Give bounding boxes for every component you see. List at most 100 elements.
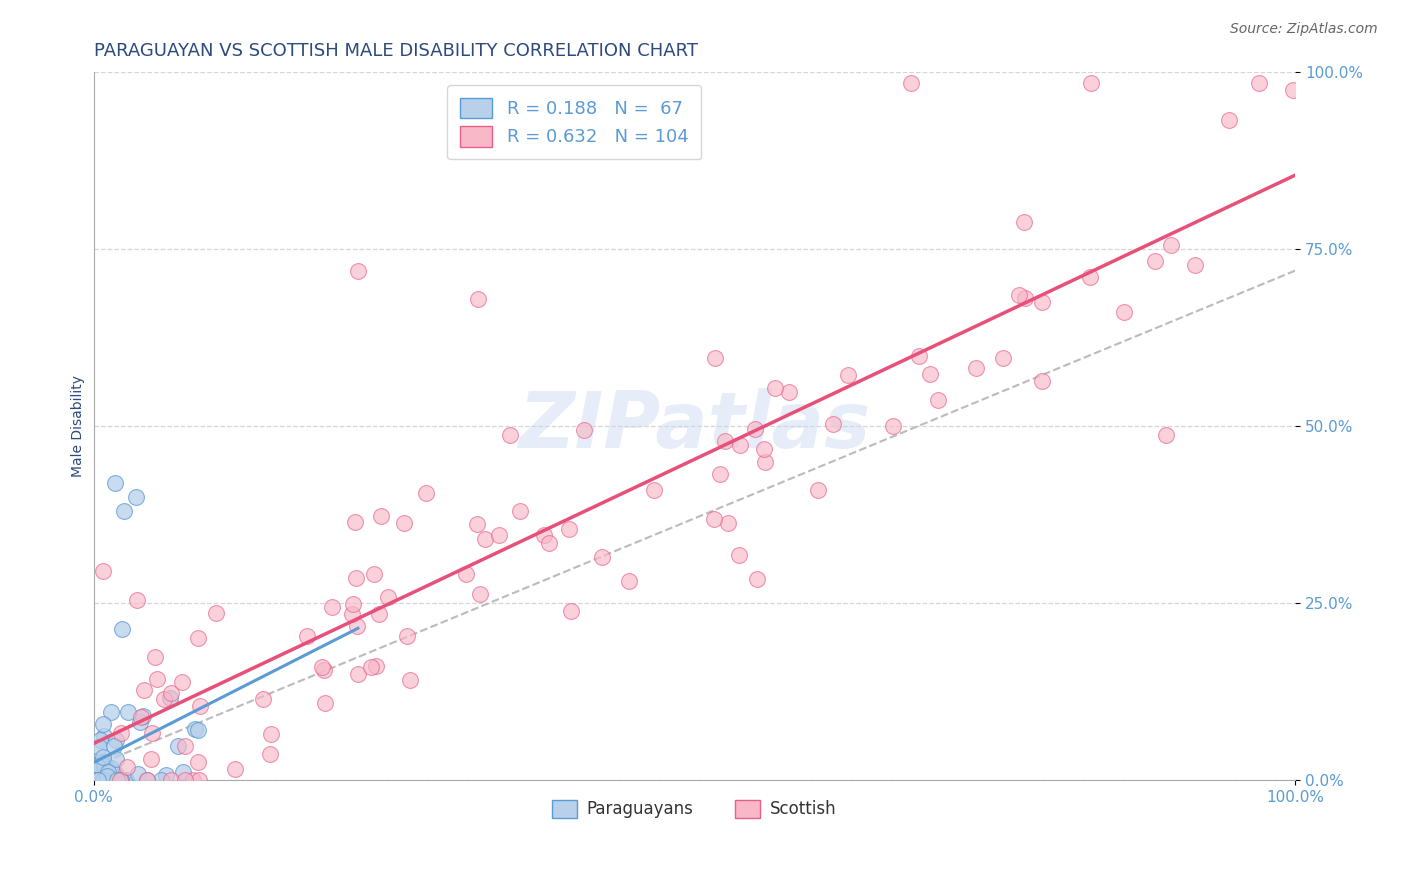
Point [754, 455, 776, 469]
Point [152, 692, 174, 706]
Point [101, 773, 124, 788]
Point [918, 367, 941, 381]
Point [1014, 214, 1036, 228]
Point [132, 682, 155, 697]
Point [1014, 291, 1036, 305]
Point [188, 772, 211, 787]
Point [778, 384, 800, 399]
Text: PARAGUAYAN VS SCOTTISH MALE DISABILITY CORRELATION CHART: PARAGUAYAN VS SCOTTISH MALE DISABILITY C… [94, 42, 697, 60]
Point [94, 759, 117, 773]
Point [124, 490, 146, 504]
Point [187, 723, 209, 738]
Point [89, 773, 111, 788]
Point [752, 442, 775, 456]
Point [342, 598, 364, 612]
Point [558, 522, 581, 536]
Point [346, 666, 368, 681]
Point [104, 766, 127, 780]
Point [342, 607, 364, 622]
Point [908, 349, 931, 363]
Point [174, 739, 197, 753]
Point [1143, 254, 1166, 268]
Point [127, 767, 149, 781]
Point [103, 739, 125, 753]
Point [94, 772, 117, 786]
Point [129, 710, 152, 724]
Point [141, 726, 163, 740]
Point [84, 773, 107, 788]
Point [172, 674, 194, 689]
Point [1031, 374, 1053, 388]
Point [93, 773, 115, 788]
Point [93, 756, 115, 770]
Point [465, 517, 488, 532]
Point [900, 76, 922, 90]
Y-axis label: Male Disability: Male Disability [72, 376, 86, 477]
Point [747, 572, 769, 586]
Point [396, 629, 419, 643]
Text: Source: ZipAtlas.com: Source: ZipAtlas.com [1230, 22, 1378, 37]
Text: ZIPatlas: ZIPatlas [519, 388, 870, 465]
Point [728, 548, 751, 562]
Point [709, 467, 731, 481]
Point [415, 486, 437, 500]
Point [1282, 83, 1305, 97]
Point [104, 475, 127, 490]
Point [187, 755, 209, 769]
Point [93, 750, 115, 764]
Point [703, 351, 725, 366]
Point [1031, 295, 1053, 310]
Point [467, 292, 489, 306]
Point [159, 685, 181, 699]
Point [86, 773, 108, 788]
Point [166, 739, 188, 754]
Point [125, 593, 148, 607]
Point [110, 773, 132, 788]
Point [84, 773, 107, 788]
Point [110, 773, 132, 788]
Point [965, 361, 987, 376]
Point [84, 773, 107, 788]
Point [370, 508, 392, 523]
Point [533, 528, 555, 542]
Point [94, 773, 117, 788]
Point [87, 769, 110, 783]
Point [111, 773, 134, 788]
Point [94, 773, 117, 788]
Point [363, 566, 385, 581]
Point [96, 772, 118, 786]
Point [105, 773, 128, 788]
Point [537, 536, 560, 550]
Point [882, 418, 904, 433]
Point [93, 729, 115, 743]
Point [155, 767, 177, 781]
Point [807, 483, 830, 497]
Point [89, 773, 111, 788]
Point [456, 567, 478, 582]
Point [132, 709, 155, 723]
Point [509, 504, 531, 518]
Point [347, 263, 370, 277]
Point [714, 434, 737, 449]
Point [346, 619, 368, 633]
Point [93, 759, 115, 773]
Point [744, 422, 766, 436]
Point [377, 590, 399, 604]
Point [260, 727, 283, 741]
Point [488, 527, 510, 541]
Point [89, 740, 111, 755]
Point [87, 773, 110, 788]
Point [763, 381, 786, 395]
Point [172, 765, 194, 780]
Point [394, 516, 416, 530]
Point [104, 752, 127, 766]
Point [205, 607, 228, 621]
Point [110, 726, 132, 740]
Point [115, 773, 138, 788]
Point [366, 658, 388, 673]
Point [224, 762, 246, 776]
Point [314, 696, 336, 710]
Point [468, 587, 491, 601]
Point [100, 705, 122, 719]
Point [90, 762, 112, 776]
